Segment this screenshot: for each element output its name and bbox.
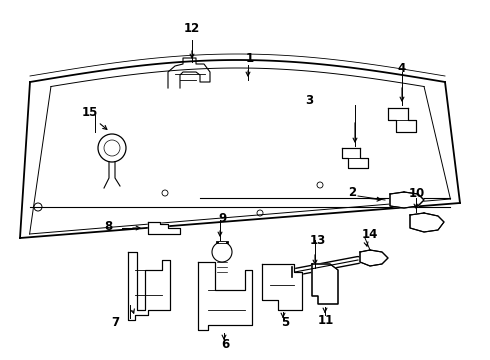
Polygon shape (410, 213, 444, 232)
Polygon shape (312, 264, 338, 304)
Polygon shape (148, 222, 180, 234)
Text: 4: 4 (398, 62, 406, 75)
Text: 3: 3 (305, 94, 313, 107)
Text: 9: 9 (218, 212, 226, 225)
Text: 14: 14 (362, 228, 378, 240)
Polygon shape (390, 192, 424, 208)
Polygon shape (360, 250, 388, 266)
Text: 13: 13 (310, 234, 326, 247)
Text: 15: 15 (82, 105, 98, 118)
Polygon shape (198, 262, 252, 330)
Text: 11: 11 (318, 314, 334, 327)
Text: 5: 5 (281, 315, 289, 328)
Polygon shape (262, 264, 302, 310)
Polygon shape (388, 108, 416, 132)
Text: 12: 12 (184, 22, 200, 35)
Text: 7: 7 (111, 315, 119, 328)
Polygon shape (342, 148, 368, 168)
Text: 2: 2 (348, 185, 356, 198)
Polygon shape (128, 252, 170, 320)
Text: 10: 10 (409, 186, 425, 199)
Text: 8: 8 (104, 220, 112, 233)
Text: 1: 1 (246, 51, 254, 64)
Text: 6: 6 (221, 338, 229, 351)
